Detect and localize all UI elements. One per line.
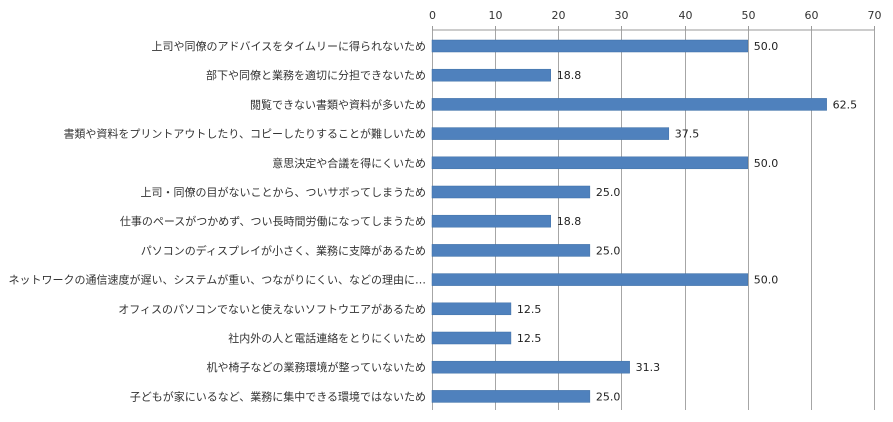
category-label: 子どもが家にいるなど、業務に集中できる環境ではないため (130, 389, 426, 403)
data-label: 25.0 (596, 244, 621, 257)
category-label: 社内外の人と電話連絡をとりにくいため (228, 331, 426, 345)
bar (431, 214, 551, 228)
data-label: 50.0 (754, 274, 779, 287)
x-tick-label: 70 (868, 9, 882, 22)
data-label: 12.5 (517, 303, 542, 316)
data-label: 25.0 (596, 390, 621, 403)
bar (431, 244, 591, 257)
category-label: パソコンのディスプレイが小さく、業務に支障があるため (141, 243, 426, 257)
data-label: 37.5 (675, 128, 700, 141)
bar (431, 39, 748, 53)
bar (431, 360, 630, 374)
bar (431, 390, 591, 403)
bar (431, 68, 551, 82)
data-label: 62.5 (833, 98, 858, 111)
x-tick-label: 0 (429, 9, 436, 22)
category-label: オフィスのパソコンでないと使えないソフトウエアがあるため (118, 302, 426, 316)
x-axis: 0 10 20 30 40 50 60 70 (429, 9, 882, 31)
category-label: 意思決定や合議を得にくいため (272, 156, 426, 170)
bar (431, 185, 591, 199)
bars (431, 39, 827, 403)
bar (431, 331, 512, 345)
category-label: ネットワークの通信速度が遅い、システムが重い、つながりにくい、などの理由に… (9, 273, 426, 287)
gridlines (432, 30, 875, 410)
data-label: 18.8 (557, 215, 582, 228)
data-label: 18.8 (557, 69, 582, 82)
x-tick-label: 50 (742, 9, 756, 22)
bar (431, 302, 512, 316)
data-label: 50.0 (754, 157, 779, 170)
x-tick-label: 40 (679, 9, 693, 22)
data-label: 25.0 (596, 186, 621, 199)
category-label: 閲覧できない書類や資料が多いため (250, 97, 426, 111)
bar (431, 156, 748, 170)
category-label: 机や椅子などの業務環境が整っていないため (207, 360, 426, 374)
x-tick-label: 30 (615, 9, 629, 22)
category-labels: 上司や同僚のアドバイスをタイムリーに得られないため部下や同僚と業務を適切に分担で… (9, 40, 426, 403)
value-labels: 50.0 18.8 62.5 37.5 50.0 25.0 18.8 25.0 50.0 12.5… (517, 40, 857, 403)
x-tick-label: 20 (552, 9, 566, 22)
bar (431, 273, 748, 286)
bar (431, 127, 670, 140)
data-label: 12.5 (517, 332, 542, 345)
category-label: 上司・同僚の目がないことから、ついサボってしまうため (141, 185, 426, 199)
x-tick-label: 10 (489, 9, 503, 22)
data-label: 31.3 (636, 361, 661, 374)
x-tick-label: 60 (805, 9, 819, 22)
category-label: 上司や同僚のアドバイスをタイムリーに得られないため (152, 40, 426, 53)
category-label: 仕事のペースがつかめず、つい長時間労働になってしまうため (120, 214, 426, 228)
bar (431, 98, 827, 111)
data-label: 50.0 (754, 40, 779, 53)
category-label: 部下や同僚と業務を適切に分担できないため (206, 68, 426, 82)
category-label: 書類や資料をプリントアウトしたり、コピーしたりすることが難しいため (63, 127, 426, 141)
